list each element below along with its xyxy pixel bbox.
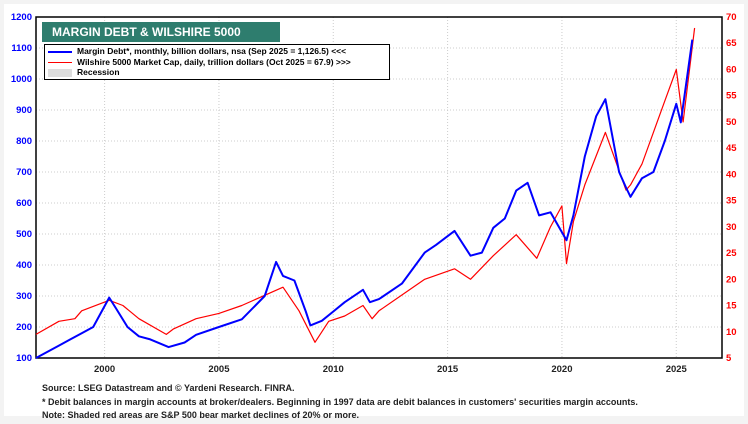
source-note: Source: LSEG Datastream and © Yardeni Re… — [42, 383, 295, 393]
legend-label: Wilshire 5000 Market Cap, daily, trillio… — [77, 56, 351, 67]
footnote: * Debit balances in margin accounts at b… — [42, 396, 638, 407]
chart-title: MARGIN DEBT & WILSHIRE 5000 — [42, 22, 280, 42]
right-tick-label: 15 — [726, 301, 737, 312]
right-tick-label: 70 — [726, 12, 737, 23]
legend-swatch — [48, 50, 72, 53]
right-tick-label: 55 — [726, 91, 737, 102]
x-tick-label: 2005 — [208, 364, 230, 375]
series-line-margin-debt — [35, 39, 694, 359]
legend-item-margin-debt: Margin Debt*, monthly, billion dollars, … — [48, 46, 386, 57]
legend-label: Recession — [77, 67, 120, 77]
legend-swatch — [48, 68, 72, 77]
right-tick-label: 45 — [726, 143, 737, 154]
plot-frame — [35, 16, 723, 359]
left-tick-label: 300 — [16, 291, 32, 302]
right-tick-label: 30 — [726, 222, 737, 233]
legend: Margin Debt*, monthly, billion dollars, … — [44, 44, 390, 80]
chart-panel: 100 200 300 400 500 600 700 800 900 1000 1100 1200 5… — [4, 4, 744, 420]
right-tick-label: 20 — [726, 274, 737, 285]
right-tick-label: 35 — [726, 196, 737, 207]
legend-item-recession: Recession — [48, 67, 386, 78]
x-tick-label: 2000 — [94, 364, 115, 375]
left-tick-label: 400 — [16, 260, 32, 271]
left-tick-label: 800 — [16, 136, 32, 147]
right-tick-label: 25 — [726, 248, 737, 259]
right-tick-label: 40 — [726, 169, 737, 180]
legend-swatch — [48, 61, 72, 63]
left-tick-label: 100 — [16, 353, 32, 364]
left-tick-label: 600 — [16, 198, 32, 209]
legend-item-wilshire: Wilshire 5000 Market Cap, daily, trillio… — [48, 57, 386, 68]
left-tick-label: 1100 — [11, 43, 32, 54]
right-tick-label: 10 — [726, 327, 737, 338]
right-tick-label: 5 — [726, 353, 732, 364]
x-tick-label: 2015 — [437, 364, 459, 375]
right-tick-label: 50 — [726, 117, 737, 128]
right-tick-label: 60 — [726, 64, 737, 75]
x-tick-label: 2020 — [551, 364, 572, 375]
left-tick-label: 1200 — [11, 12, 32, 23]
x-tick-label: 2010 — [323, 364, 344, 375]
legend-label: Margin Debt*, monthly, billion dollars, … — [77, 46, 347, 56]
left-tick-label: 700 — [16, 167, 32, 178]
left-tick-label: 1000 — [11, 74, 32, 85]
left-tick-label: 500 — [16, 229, 32, 240]
footnotes: Source: LSEG Datastream and © Yardeni Re… — [42, 382, 638, 423]
left-tick-label: 900 — [16, 105, 32, 116]
left-tick-label: 200 — [16, 322, 32, 333]
right-tick-label: 65 — [726, 38, 737, 49]
shading-note: Note: Shaded red areas are S&P 500 bear … — [42, 410, 359, 420]
x-tick-label: 2025 — [666, 364, 688, 375]
